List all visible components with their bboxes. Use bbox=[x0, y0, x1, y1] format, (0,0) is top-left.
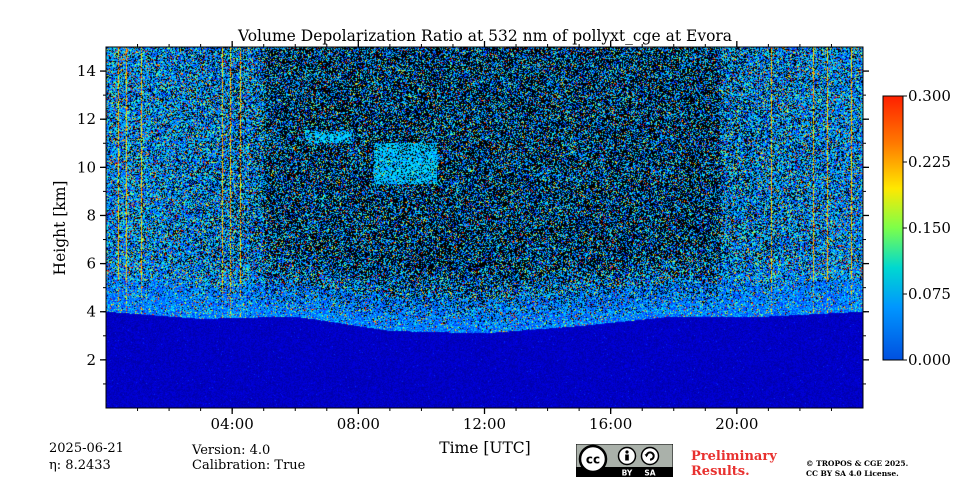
x-tick-label: 08:00 bbox=[337, 415, 380, 433]
colorbar-tick-label: 0.000 bbox=[908, 351, 951, 369]
preliminary-line-1: Preliminary bbox=[691, 449, 777, 464]
y-tick-label: 12 bbox=[77, 110, 96, 128]
colorbar-tick-label: 0.075 bbox=[908, 285, 951, 303]
y-tick-label: 6 bbox=[86, 255, 96, 273]
share-alike-icon bbox=[640, 446, 660, 466]
footer-calibration: Calibration: True bbox=[192, 458, 306, 473]
colorbar-tick-label: 0.300 bbox=[908, 87, 951, 105]
copyright-notice: © TROPOS & CGE 2025. CC BY SA 4.0 Licens… bbox=[806, 459, 908, 479]
colorbar-tick-label: 0.150 bbox=[908, 219, 951, 237]
cc-icon bbox=[578, 444, 608, 474]
footer-date: 2025-06-21 bbox=[49, 441, 124, 456]
copyright-line-1: © TROPOS & CGE 2025. bbox=[806, 459, 909, 468]
cc-label: cc bbox=[586, 453, 600, 467]
y-tick-label: 4 bbox=[86, 303, 96, 321]
preliminary-line-2: Results. bbox=[691, 464, 750, 479]
depolarization-heatmap bbox=[106, 47, 863, 408]
copyright-line-2: CC BY SA 4.0 License. bbox=[806, 469, 899, 478]
y-tick-label: 14 bbox=[77, 62, 96, 80]
colorbar-tick-label: 0.225 bbox=[908, 153, 951, 171]
x-axis: 04:00 08:00 12:00 16:00 20:00 bbox=[137, 41, 832, 433]
y-axis-label: Height [km] bbox=[51, 181, 69, 276]
heatmap-plot-area bbox=[105, 46, 864, 409]
colorbar-ticks: 0.000 0.075 0.150 0.225 0.300 bbox=[903, 87, 951, 369]
sa-label: SA bbox=[644, 469, 655, 478]
colorbar-gradient bbox=[882, 95, 904, 361]
x-tick-label: 20:00 bbox=[715, 415, 758, 433]
y-tick-label: 8 bbox=[86, 206, 96, 224]
x-axis-label: Time [UTC] bbox=[439, 439, 530, 457]
preliminary-notice: Preliminary Results. bbox=[691, 449, 777, 479]
by-label: BY bbox=[622, 469, 633, 478]
footer-version: Version: 4.0 bbox=[192, 443, 271, 458]
footer-eta: η: 8.2433 bbox=[49, 458, 111, 473]
chart-title: Volume Depolarization Ratio at 532 nm of… bbox=[237, 27, 732, 45]
x-tick-label: 04:00 bbox=[211, 415, 254, 433]
colorbar: 0.000 0.075 0.150 0.225 0.300 bbox=[882, 87, 951, 369]
y-tick-label: 2 bbox=[86, 351, 96, 369]
x-tick-label: 16:00 bbox=[589, 415, 632, 433]
y-axis: 2 4 6 8 10 12 14 bbox=[77, 62, 869, 385]
cc-by-sa-badge: cc BY SA bbox=[576, 444, 673, 477]
x-tick-label: 12:00 bbox=[463, 415, 506, 433]
y-tick-label: 10 bbox=[77, 158, 96, 176]
